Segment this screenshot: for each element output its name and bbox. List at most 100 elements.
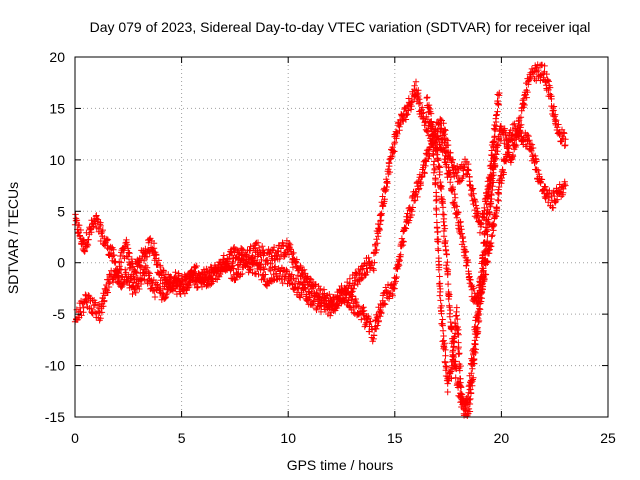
- data-point: [404, 111, 411, 118]
- data-point: [491, 214, 498, 221]
- data-point: [84, 241, 92, 249]
- data-point: [439, 320, 446, 327]
- data-point: [441, 239, 449, 246]
- data-point: [538, 176, 546, 183]
- data-point: [441, 147, 448, 154]
- data-point: [391, 148, 398, 155]
- data-point: [483, 242, 490, 250]
- data-point: [438, 125, 445, 132]
- data-point: [149, 280, 156, 287]
- data-point: [555, 121, 562, 128]
- chart-title: Day 079 of 2023, Sidereal Day-to-day VTE…: [90, 19, 591, 35]
- data-point: [447, 169, 454, 176]
- data-point: [414, 193, 421, 201]
- data-point: [264, 259, 271, 267]
- data-point: [247, 265, 254, 273]
- data-point: [436, 171, 443, 178]
- data-point: [373, 325, 380, 333]
- data-point: [120, 247, 128, 254]
- data-point: [495, 197, 502, 204]
- data-point: [439, 204, 447, 211]
- data-point: [394, 130, 401, 138]
- data-point: [545, 199, 552, 206]
- data-point: [433, 211, 440, 218]
- data-point: [374, 322, 381, 329]
- data-point: [104, 242, 111, 250]
- data-point: [549, 204, 557, 212]
- data-point: [76, 222, 83, 229]
- data-point: [496, 89, 503, 97]
- data-point: [409, 204, 416, 211]
- data-point: [529, 144, 537, 152]
- plot-frame: [74, 56, 609, 418]
- data-point: [554, 196, 561, 203]
- y-tick-label: -5: [53, 306, 66, 322]
- data-point: [358, 316, 365, 323]
- data-point: [480, 248, 488, 256]
- data-point: [466, 273, 473, 280]
- data-point: [391, 139, 399, 146]
- data-point: [349, 293, 356, 300]
- data-point: [327, 312, 334, 319]
- data-point: [447, 306, 454, 314]
- data-point: [124, 245, 132, 252]
- data-point: [500, 169, 507, 176]
- data-point: [358, 263, 365, 270]
- data-point: [132, 269, 139, 276]
- data-point: [184, 284, 192, 291]
- data-point: [129, 260, 136, 267]
- data-point: [123, 241, 131, 248]
- data-point: [155, 257, 162, 264]
- data-point: [434, 245, 442, 253]
- data-point: [562, 182, 569, 189]
- data-point: [402, 225, 410, 232]
- data-point: [444, 258, 451, 266]
- data-point: [421, 170, 428, 177]
- data-point: [479, 265, 486, 272]
- data-point: [255, 244, 263, 251]
- data-point: [364, 268, 371, 276]
- data-point: [402, 116, 410, 123]
- data-point: [88, 229, 95, 236]
- data-point: [116, 263, 123, 270]
- data-point: [507, 127, 514, 134]
- data-point: [207, 274, 214, 281]
- data-point: [129, 290, 136, 298]
- data-point: [442, 346, 449, 354]
- data-point: [530, 70, 537, 78]
- data-point: [389, 152, 396, 160]
- data-point: [360, 310, 367, 317]
- data-point: [140, 257, 148, 264]
- data-point: [246, 266, 254, 274]
- data-point: [525, 132, 532, 140]
- data-point: [277, 245, 285, 252]
- data-point: [359, 266, 366, 274]
- data-point: [492, 125, 499, 132]
- y-tick-label: 10: [49, 152, 65, 168]
- data-point: [458, 230, 465, 237]
- data-point: [450, 343, 457, 350]
- data-point: [488, 233, 495, 240]
- data-point: [483, 216, 490, 223]
- data-point: [104, 236, 112, 243]
- x-tick-label: 20: [494, 430, 510, 446]
- data-point: [415, 92, 422, 100]
- data-point: [443, 265, 450, 272]
- data-point: [262, 271, 269, 278]
- data-point: [128, 255, 135, 263]
- data-point: [491, 133, 498, 140]
- data-point: [412, 78, 420, 85]
- data-point: [498, 174, 505, 182]
- data-point: [495, 189, 502, 197]
- data-point: [163, 291, 170, 298]
- data-point: [468, 370, 475, 377]
- data-point: [511, 142, 518, 149]
- data-point: [476, 292, 483, 299]
- data-point: [441, 222, 448, 229]
- data-point: [445, 293, 453, 300]
- data-point: [129, 279, 137, 286]
- data-point: [90, 223, 97, 230]
- data-point: [137, 256, 145, 264]
- data-point: [259, 243, 266, 250]
- data-point: [438, 193, 445, 201]
